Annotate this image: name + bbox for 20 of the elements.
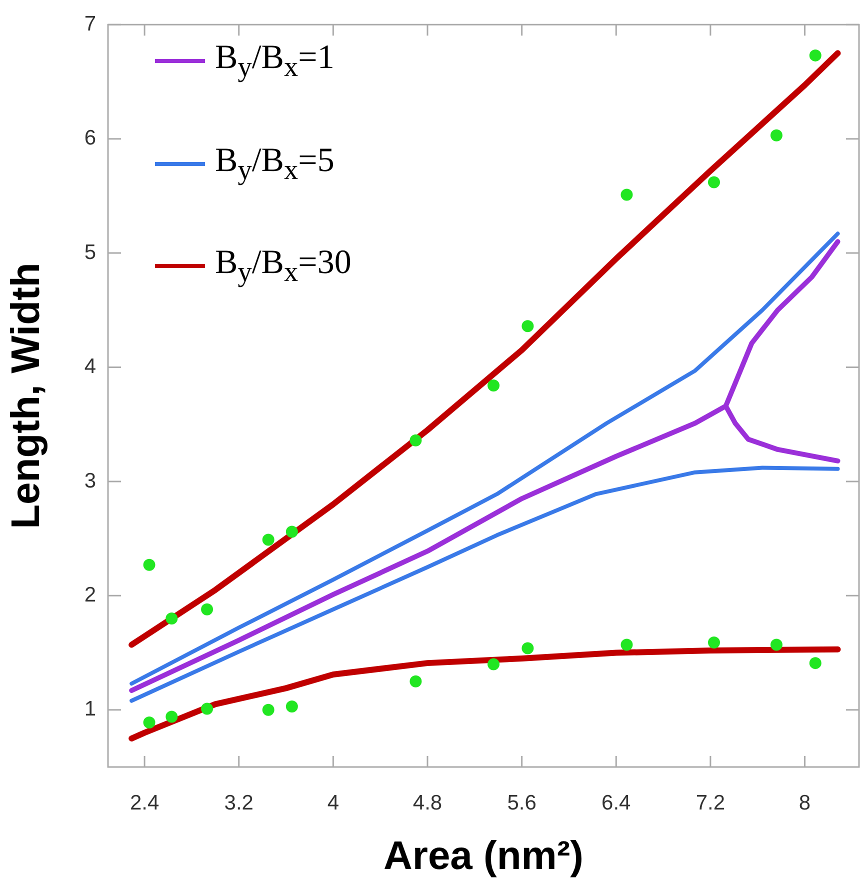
x-tick-label: 2.4 [130, 791, 160, 814]
y-axis-title: Length, Width [4, 262, 48, 529]
x-tick-label: 6.4 [602, 791, 632, 814]
x-tick-label: 8 [798, 791, 811, 814]
x-tick-label: 7.2 [696, 791, 726, 814]
y-tick-label: 5 [84, 240, 96, 264]
y-tick-label: 3 [84, 469, 96, 492]
legend-label: B$_{y}$/B$_{x}$=1 [215, 39, 334, 83]
y-tick-label: 1 [84, 698, 96, 721]
x-tick-label: 4 [327, 791, 340, 814]
y-tick-label: 7 [84, 12, 96, 36]
x-tick-label: 4.8 [412, 791, 442, 814]
y-tick-label: 4 [84, 355, 96, 378]
y-tick-label: 6 [84, 126, 96, 150]
x-axis-title: Area (nm²) [383, 834, 584, 878]
legend-label: B$_{y}$/B$_{x}$=5 [215, 142, 334, 186]
x-tick-label: 3.2 [224, 791, 254, 814]
x-tick-label: 5.6 [507, 791, 536, 814]
y-tick-label: 2 [84, 583, 96, 606]
legend-label: B$_{y}$/B$_{x}$=30 [215, 244, 352, 288]
